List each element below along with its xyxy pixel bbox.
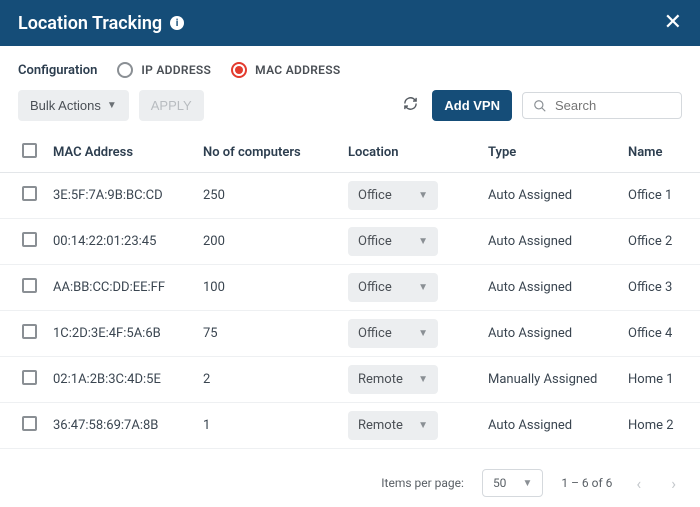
location-value: Office — [358, 188, 392, 203]
cell-name: Home 1 — [620, 357, 700, 403]
bulk-actions-label: Bulk Actions — [30, 98, 101, 113]
cell-count: 250 — [195, 173, 340, 219]
row-checkbox[interactable] — [22, 416, 37, 431]
location-select[interactable]: Remote ▼ — [348, 365, 438, 394]
cell-name: Office 2 — [620, 219, 700, 265]
col-name[interactable]: Name — [620, 133, 700, 173]
dialog-title-wrap: Location Tracking i — [18, 13, 184, 34]
location-value: Remote — [358, 372, 403, 387]
cell-mac: 3E:5F:7A:9B:BC:CD — [45, 173, 195, 219]
row-checkbox[interactable] — [22, 324, 37, 339]
row-checkbox[interactable] — [22, 186, 37, 201]
configuration-label: Configuration — [18, 63, 97, 78]
location-value: Office — [358, 280, 392, 295]
cell-type: Auto Assigned — [480, 403, 620, 449]
radio-mac-address[interactable]: MAC ADDRESS — [231, 62, 340, 78]
cell-name: Office 3 — [620, 265, 700, 311]
toolbar: Bulk Actions ▼ APPLY Add VPN — [0, 90, 700, 133]
table-row: 3E:5F:7A:9B:BC:CD250 Office ▼ Auto Assigned… — [0, 173, 700, 219]
search-input[interactable] — [555, 98, 671, 113]
cell-count: 100 — [195, 265, 340, 311]
items-per-page-label: Items per page: — [381, 476, 464, 490]
prev-page-button[interactable]: ‹ — [630, 470, 647, 497]
chevron-down-icon: ▼ — [418, 190, 428, 201]
col-mac[interactable]: MAC Address — [45, 133, 195, 173]
cell-mac: 36:47:58:69:7A:8B — [45, 403, 195, 449]
location-value: Office — [358, 326, 392, 341]
chevron-down-icon: ▼ — [418, 328, 428, 339]
location-select[interactable]: Remote ▼ — [348, 411, 438, 440]
search-field[interactable] — [522, 92, 682, 119]
col-type[interactable]: Type — [480, 133, 620, 173]
refresh-icon[interactable] — [399, 92, 422, 119]
cell-name: Office 4 — [620, 311, 700, 357]
dialog-title: Location Tracking — [18, 13, 162, 34]
table-row: 02:1A:2B:3C:4D:5E2 Remote ▼ Manually Assign… — [0, 357, 700, 403]
radio-label: IP ADDRESS — [141, 63, 211, 77]
cell-type: Auto Assigned — [480, 311, 620, 357]
radio-icon — [231, 62, 247, 78]
cell-count: 2 — [195, 357, 340, 403]
cell-mac: 00:14:22:01:23:45 — [45, 219, 195, 265]
cell-name: Office 1 — [620, 173, 700, 219]
locations-table: MAC Address No of computers Location Typ… — [0, 133, 700, 449]
cell-count: 1 — [195, 403, 340, 449]
radio-label: MAC ADDRESS — [255, 63, 340, 77]
row-checkbox[interactable] — [22, 278, 37, 293]
close-icon[interactable]: ✕ — [664, 12, 682, 34]
location-select[interactable]: Office ▼ — [348, 273, 438, 302]
cell-mac: 1C:2D:3E:4F:5A:6B — [45, 311, 195, 357]
cell-type: Auto Assigned — [480, 173, 620, 219]
cell-count: 75 — [195, 311, 340, 357]
dialog-header: Location Tracking i ✕ — [0, 0, 700, 46]
info-icon[interactable]: i — [170, 16, 184, 30]
next-page-button[interactable]: › — [665, 470, 682, 497]
bulk-actions-dropdown[interactable]: Bulk Actions ▼ — [18, 90, 129, 121]
table-row: 36:47:58:69:7A:8B1 Remote ▼ Auto AssignedHo… — [0, 403, 700, 449]
pagination: Items per page: 50 ▼ 1 – 6 of 6 ‹ › — [0, 449, 700, 507]
page-range: 1 – 6 of 6 — [561, 476, 612, 490]
chevron-down-icon: ▼ — [418, 374, 428, 385]
configuration-row: Configuration IP ADDRESS MAC ADDRESS — [0, 46, 700, 90]
location-value: Office — [358, 234, 392, 249]
location-select[interactable]: Office ▼ — [348, 227, 438, 256]
col-location[interactable]: Location — [340, 133, 480, 173]
select-all-checkbox[interactable] — [22, 143, 37, 158]
table-row: 00:14:22:01:23:45200 Office ▼ Auto Assigned… — [0, 219, 700, 265]
location-select[interactable]: Office ▼ — [348, 319, 438, 348]
search-icon — [533, 99, 547, 113]
chevron-down-icon: ▼ — [522, 478, 532, 489]
radio-ip-address[interactable]: IP ADDRESS — [117, 62, 211, 78]
row-checkbox[interactable] — [22, 232, 37, 247]
radio-icon — [117, 62, 133, 78]
row-checkbox[interactable] — [22, 370, 37, 385]
cell-type: Auto Assigned — [480, 265, 620, 311]
chevron-down-icon: ▼ — [418, 236, 428, 247]
table-header-row: MAC Address No of computers Location Typ… — [0, 133, 700, 173]
chevron-down-icon: ▼ — [107, 100, 117, 111]
cell-name: Home 2 — [620, 403, 700, 449]
apply-button[interactable]: APPLY — [139, 90, 204, 121]
cell-type: Manually Assigned — [480, 357, 620, 403]
cell-count: 200 — [195, 219, 340, 265]
chevron-down-icon: ▼ — [418, 420, 428, 431]
page-size-select[interactable]: 50 ▼ — [482, 469, 543, 497]
table-row: 1C:2D:3E:4F:5A:6B75Office▼Auto AssignedO… — [0, 311, 700, 357]
location-select[interactable]: Office ▼ — [348, 181, 438, 210]
cell-mac: AA:BB:CC:DD:EE:FF — [45, 265, 195, 311]
page-size-value: 50 — [493, 476, 507, 490]
chevron-down-icon: ▼ — [418, 282, 428, 293]
add-vpn-button[interactable]: Add VPN — [432, 90, 512, 121]
table-row: AA:BB:CC:DD:EE:FF100 Office ▼ Auto Assigned… — [0, 265, 700, 311]
location-value: Remote — [358, 418, 403, 433]
cell-mac: 02:1A:2B:3C:4D:5E — [45, 357, 195, 403]
cell-type: Auto Assigned — [480, 219, 620, 265]
col-count[interactable]: No of computers — [195, 133, 340, 173]
